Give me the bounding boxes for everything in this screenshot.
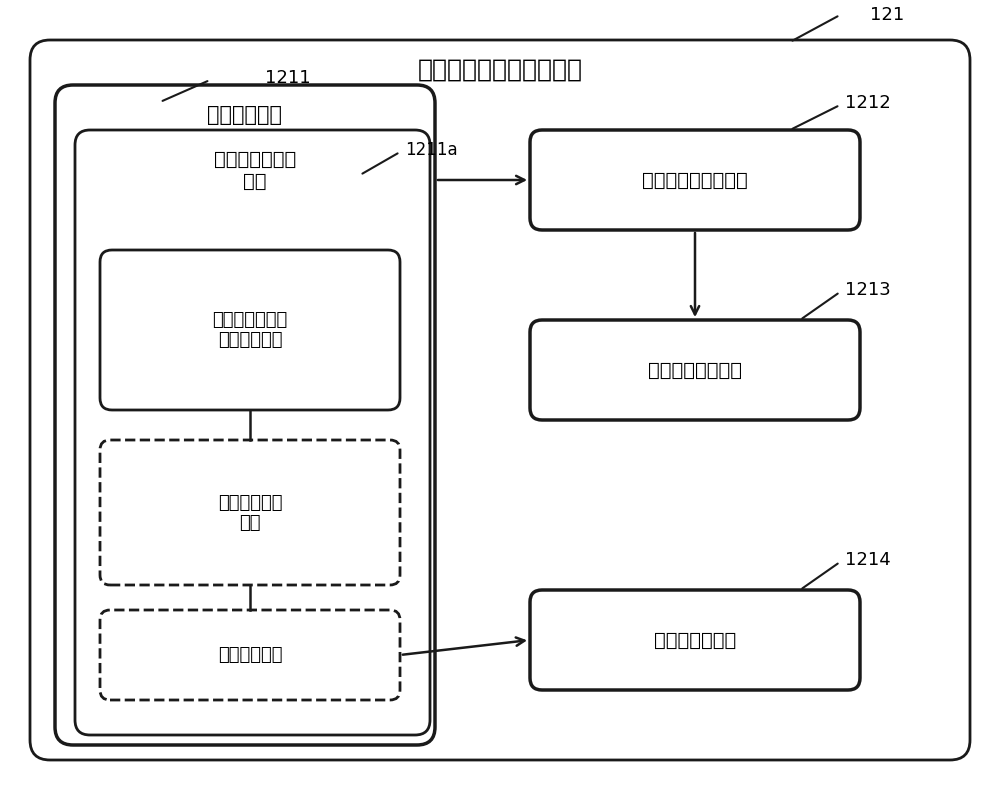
FancyBboxPatch shape (530, 130, 860, 230)
FancyBboxPatch shape (530, 320, 860, 420)
Text: 1211: 1211 (265, 69, 311, 87)
FancyBboxPatch shape (100, 250, 400, 410)
FancyBboxPatch shape (55, 85, 435, 745)
Text: 1212: 1212 (845, 94, 891, 112)
Text: 多层轻量级前馈
网络: 多层轻量级前馈 网络 (214, 150, 296, 190)
FancyBboxPatch shape (100, 440, 400, 585)
FancyBboxPatch shape (100, 610, 400, 700)
Text: 1214: 1214 (845, 551, 891, 569)
Text: 1213: 1213 (845, 281, 891, 299)
Text: 1211a: 1211a (405, 141, 458, 159)
FancyBboxPatch shape (75, 130, 430, 735)
Text: 特征长度规整模块: 特征长度规整模块 (648, 361, 742, 379)
Text: 绝对位置编码层: 绝对位置编码层 (654, 630, 736, 650)
Text: 轻量级时长预测网络: 轻量级时长预测网络 (642, 170, 748, 190)
FancyBboxPatch shape (30, 40, 970, 760)
Text: 轻量级编码器: 轻量级编码器 (208, 105, 283, 125)
Text: 信息融合模块: 信息融合模块 (218, 646, 282, 664)
Text: 文本特征提取和规整模块: 文本特征提取和规整模块 (418, 58, 582, 82)
FancyBboxPatch shape (530, 590, 860, 690)
Text: 轻量级卷积或轻
量级动态卷积: 轻量级卷积或轻 量级动态卷积 (212, 310, 288, 350)
Text: 121: 121 (870, 6, 904, 24)
Text: 自注意力神经
网络: 自注意力神经 网络 (218, 494, 282, 533)
